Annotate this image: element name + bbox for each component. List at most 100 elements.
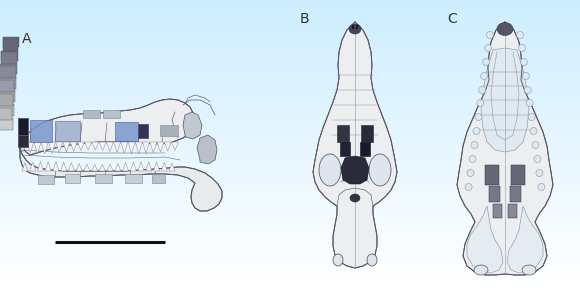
Polygon shape xyxy=(161,162,167,171)
Polygon shape xyxy=(135,142,142,154)
Polygon shape xyxy=(20,142,27,152)
Bar xyxy=(0,82,580,87)
Bar xyxy=(0,266,580,271)
Bar xyxy=(0,10,580,14)
Ellipse shape xyxy=(474,265,488,275)
Bar xyxy=(0,227,580,232)
Polygon shape xyxy=(84,164,90,171)
Bar xyxy=(0,188,580,193)
Bar xyxy=(0,218,580,222)
Ellipse shape xyxy=(367,254,377,266)
Polygon shape xyxy=(510,186,521,202)
Polygon shape xyxy=(150,142,157,153)
Bar xyxy=(0,92,580,97)
Polygon shape xyxy=(38,162,44,171)
Polygon shape xyxy=(22,163,28,171)
Polygon shape xyxy=(1,51,18,61)
Bar xyxy=(0,145,580,150)
Polygon shape xyxy=(152,174,165,183)
Polygon shape xyxy=(56,142,63,153)
Bar xyxy=(0,213,580,218)
Polygon shape xyxy=(115,122,138,141)
Bar xyxy=(0,179,580,184)
Bar xyxy=(0,68,580,72)
Bar xyxy=(0,106,580,111)
Polygon shape xyxy=(61,162,67,171)
Circle shape xyxy=(536,169,543,177)
Bar xyxy=(0,193,580,198)
Bar xyxy=(0,246,580,251)
Text: A: A xyxy=(22,32,31,46)
Bar xyxy=(0,111,580,116)
Circle shape xyxy=(487,32,494,39)
Bar xyxy=(0,102,580,106)
Bar xyxy=(0,280,580,285)
Circle shape xyxy=(520,59,527,66)
Circle shape xyxy=(475,113,482,121)
Bar xyxy=(0,77,580,82)
Bar xyxy=(0,271,580,275)
Polygon shape xyxy=(313,22,397,268)
Bar xyxy=(0,5,580,10)
Circle shape xyxy=(528,113,535,121)
Polygon shape xyxy=(92,142,99,150)
Circle shape xyxy=(534,155,541,162)
Polygon shape xyxy=(103,110,120,118)
Polygon shape xyxy=(27,142,34,153)
Polygon shape xyxy=(3,37,19,47)
Bar xyxy=(0,140,580,145)
Bar xyxy=(0,135,580,140)
Ellipse shape xyxy=(349,24,361,34)
Circle shape xyxy=(524,86,531,93)
Polygon shape xyxy=(0,64,17,75)
Polygon shape xyxy=(485,165,499,185)
Polygon shape xyxy=(76,164,82,171)
Polygon shape xyxy=(160,125,178,136)
Polygon shape xyxy=(49,142,56,154)
Bar xyxy=(0,58,580,63)
Bar xyxy=(0,222,580,227)
Bar xyxy=(0,276,580,280)
Polygon shape xyxy=(183,112,202,139)
Bar xyxy=(0,87,580,92)
Polygon shape xyxy=(0,77,16,89)
Polygon shape xyxy=(508,204,517,218)
Polygon shape xyxy=(361,125,373,142)
Polygon shape xyxy=(41,142,48,154)
Bar xyxy=(0,174,580,179)
Polygon shape xyxy=(340,142,350,156)
Circle shape xyxy=(538,184,545,191)
Bar xyxy=(0,48,580,53)
Polygon shape xyxy=(138,162,144,171)
Bar xyxy=(0,150,580,155)
Polygon shape xyxy=(157,142,164,152)
Bar xyxy=(0,208,580,213)
Circle shape xyxy=(526,99,533,106)
Polygon shape xyxy=(164,142,171,151)
Bar xyxy=(0,198,580,203)
Bar xyxy=(0,232,580,237)
Polygon shape xyxy=(154,162,160,171)
Circle shape xyxy=(465,184,472,191)
Polygon shape xyxy=(34,142,41,154)
Polygon shape xyxy=(125,174,142,183)
Ellipse shape xyxy=(350,194,360,202)
Polygon shape xyxy=(85,142,92,150)
Polygon shape xyxy=(146,162,152,171)
Bar xyxy=(0,126,580,130)
Polygon shape xyxy=(489,186,500,202)
Bar xyxy=(0,251,580,256)
Polygon shape xyxy=(63,142,70,152)
Polygon shape xyxy=(138,124,148,138)
Polygon shape xyxy=(70,142,77,151)
Circle shape xyxy=(517,32,524,39)
Polygon shape xyxy=(106,142,113,151)
Ellipse shape xyxy=(333,254,343,266)
Polygon shape xyxy=(337,125,349,142)
Polygon shape xyxy=(0,80,14,92)
Polygon shape xyxy=(128,142,135,154)
Polygon shape xyxy=(0,104,14,116)
Polygon shape xyxy=(169,163,175,171)
Polygon shape xyxy=(38,175,54,184)
Circle shape xyxy=(473,128,480,135)
